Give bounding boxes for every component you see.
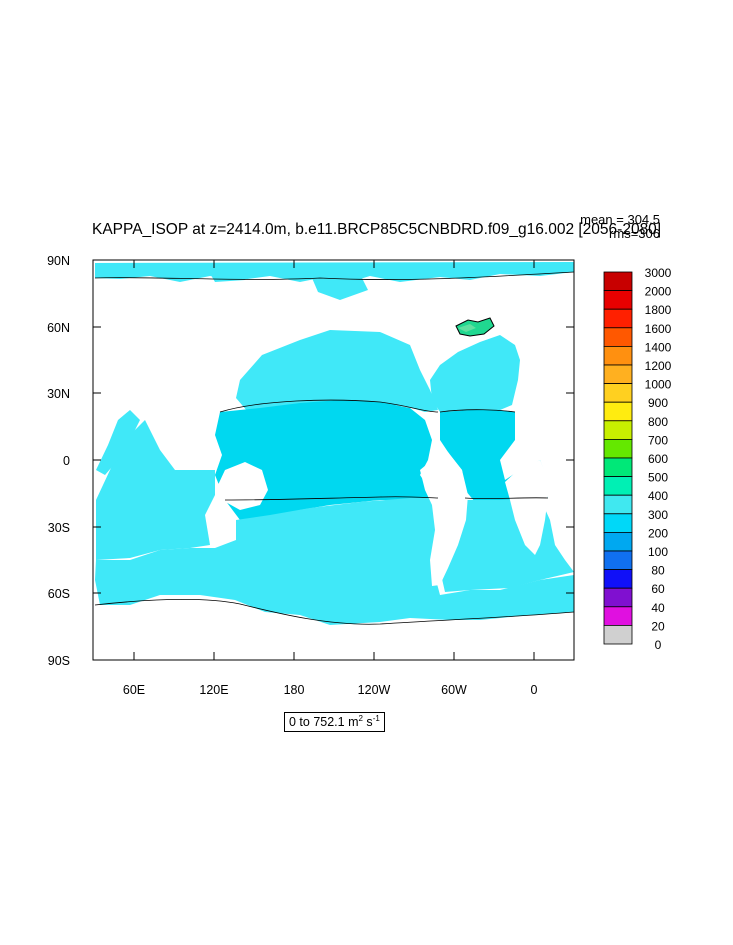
range-prefix: 0 to 752.1 m (289, 715, 359, 730)
colorbar-box (603, 401, 633, 422)
y-label: 90N (47, 254, 70, 268)
colorbar: 3000200018001600140012001000900800700600… (603, 266, 672, 652)
y-axis-labels: 90N 60N 30N 0 30S 60S 90S (47, 254, 70, 668)
colorbar-box (603, 476, 633, 496)
colorbar-label: 600 (648, 452, 668, 466)
colorbar-label: 400 (648, 489, 668, 503)
colorbar-box (603, 383, 633, 403)
range-exp1: 2 (358, 714, 363, 723)
plot-title: KAPPA_ISOP at z=2414.0m, b.e11.BRCP85C5C… (92, 221, 662, 238)
mean-stat: mean = 304.5 (580, 212, 660, 227)
colorbar-label: 1000 (645, 378, 672, 392)
range-mid: s (362, 715, 373, 730)
x-label: 60W (441, 683, 467, 697)
colorbar-label: 1600 (645, 322, 672, 336)
colorbar-box (603, 420, 633, 440)
x-axis-ticks (133, 260, 535, 660)
colorbar-label: 1200 (645, 359, 672, 373)
colorbar-box (603, 271, 633, 292)
colorbar-label: 60 (651, 582, 665, 596)
colorbar-label: 700 (648, 433, 668, 447)
x-label: 0 (531, 683, 538, 697)
colorbar-box (603, 438, 633, 459)
colorbar-box (603, 625, 633, 645)
x-label: 60E (123, 683, 145, 697)
range-exp2: -1 (372, 714, 380, 723)
y-label: 30N (47, 387, 70, 401)
colorbar-box (603, 364, 633, 385)
colorbar-label: 900 (648, 396, 668, 410)
y-axis-ticks (93, 259, 574, 661)
colorbar-box (603, 532, 633, 552)
range-label: 0 to 752.1 m2 s-1 (284, 712, 385, 733)
colorbar-label: 2000 (645, 285, 672, 299)
y-label: 90S (48, 654, 70, 668)
y-label: 30S (48, 521, 70, 535)
y-label: 0 (63, 454, 70, 468)
y-label: 60S (48, 587, 70, 601)
colorbar-box (603, 587, 633, 608)
colorbar-box (603, 513, 633, 533)
colorbar-box (603, 308, 633, 329)
colorbar-label: 1400 (645, 340, 672, 354)
colorbar-label: 1800 (645, 303, 672, 317)
colorbar-label: 800 (648, 415, 668, 429)
colorbar-label: 20 (651, 619, 665, 633)
colorbar-label: 3000 (645, 266, 672, 280)
colorbar-box (603, 327, 633, 347)
colorbar-label: 200 (648, 526, 668, 540)
x-axis-labels: 60E 120E 180 120W 60W 0 (123, 683, 538, 697)
x-label: 120E (199, 683, 228, 697)
rms-stat: rms=306 (609, 226, 660, 241)
colorbar-label: 80 (651, 564, 665, 578)
x-label: 120W (358, 683, 391, 697)
colorbar-box (603, 494, 633, 515)
colorbar-label: 300 (648, 508, 668, 522)
colorbar-box (603, 550, 633, 571)
colorbar-box (603, 569, 633, 589)
colorbar-box (603, 457, 633, 478)
colorbar-box (603, 606, 633, 626)
colorbar-box (603, 290, 633, 310)
x-label: 180 (284, 683, 305, 697)
colorbar-label: 100 (648, 545, 668, 559)
colorbar-box (603, 345, 633, 366)
colorbar-label: 40 (651, 601, 665, 615)
ocean-field (93, 260, 575, 660)
colorbar-label: 0 (655, 638, 662, 652)
y-label: 60N (47, 321, 70, 335)
colorbar-label: 500 (648, 471, 668, 485)
